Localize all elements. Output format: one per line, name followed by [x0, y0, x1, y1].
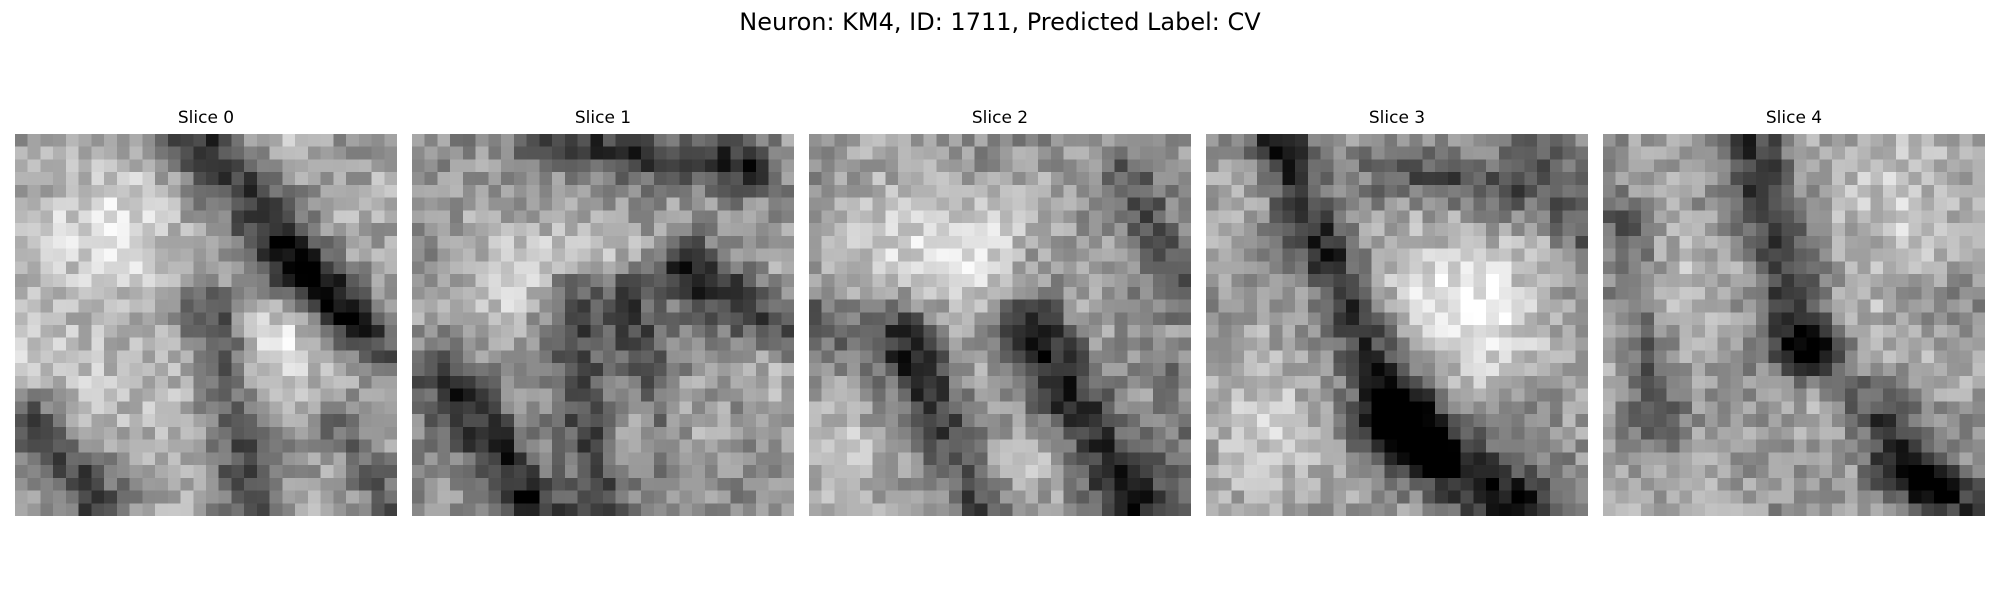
- slice-image-3: [1206, 134, 1588, 516]
- slice-panel-3: Slice 3: [1206, 108, 1588, 516]
- slice-image-4: [1603, 134, 1985, 516]
- slice-title-0: Slice 0: [177, 108, 235, 128]
- slice-panel-4: Slice 4: [1603, 108, 1985, 516]
- slice-title-3: Slice 3: [1368, 108, 1426, 128]
- slice-image-0: [15, 134, 397, 516]
- slice-panel-1: Slice 1: [412, 108, 794, 516]
- slice-title-4: Slice 4: [1765, 108, 1823, 128]
- slice-title-1: Slice 1: [574, 108, 632, 128]
- figure-title: Neuron: KM4, ID: 1711, Predicted Label: …: [739, 8, 1261, 36]
- slice-panel-0: Slice 0: [15, 108, 397, 516]
- slice-image-2: [809, 134, 1191, 516]
- slice-panel-2: Slice 2: [809, 108, 1191, 516]
- slice-title-2: Slice 2: [971, 108, 1029, 128]
- slice-image-1: [412, 134, 794, 516]
